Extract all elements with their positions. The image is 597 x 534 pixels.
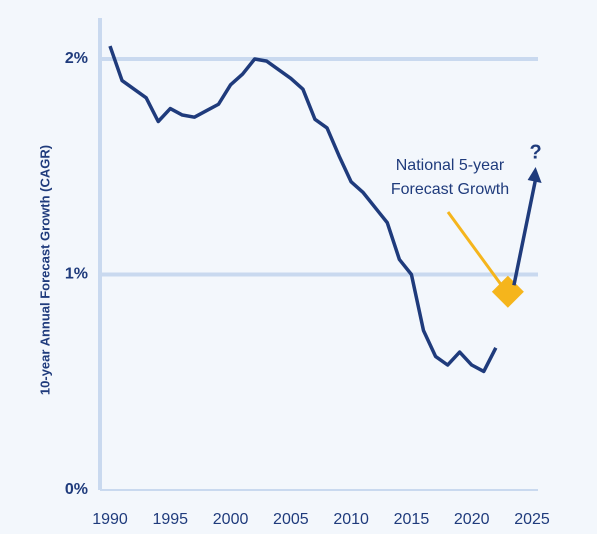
- y-tick-label: 0%: [65, 481, 88, 498]
- forecast-arrow: [512, 178, 538, 286]
- annotation-text: ?: [530, 141, 542, 163]
- arrow-head: [527, 167, 542, 184]
- annotation-text: Forecast Growth: [391, 181, 509, 198]
- x-tick-label: 2025: [514, 511, 550, 528]
- y-tick-label: 2%: [65, 50, 88, 67]
- y-tick-label: 1%: [65, 266, 88, 283]
- x-tick-label: 2015: [394, 511, 430, 528]
- x-tick-label: 2010: [333, 511, 369, 528]
- line: [108, 45, 498, 374]
- annotation-text: National 5-year: [396, 157, 505, 174]
- y-axis-label: 10-year Annual Forecast Growth (CAGR): [37, 145, 52, 395]
- x-tick-label: 2005: [273, 511, 309, 528]
- x-tick-label: 1990: [92, 511, 128, 528]
- x-tick-label: 2020: [454, 511, 490, 528]
- annotation-leader: [446, 211, 504, 287]
- forecast-diamond: [491, 275, 524, 308]
- x-tick-label: 1995: [152, 511, 188, 528]
- x-tick-label: 2000: [213, 511, 249, 528]
